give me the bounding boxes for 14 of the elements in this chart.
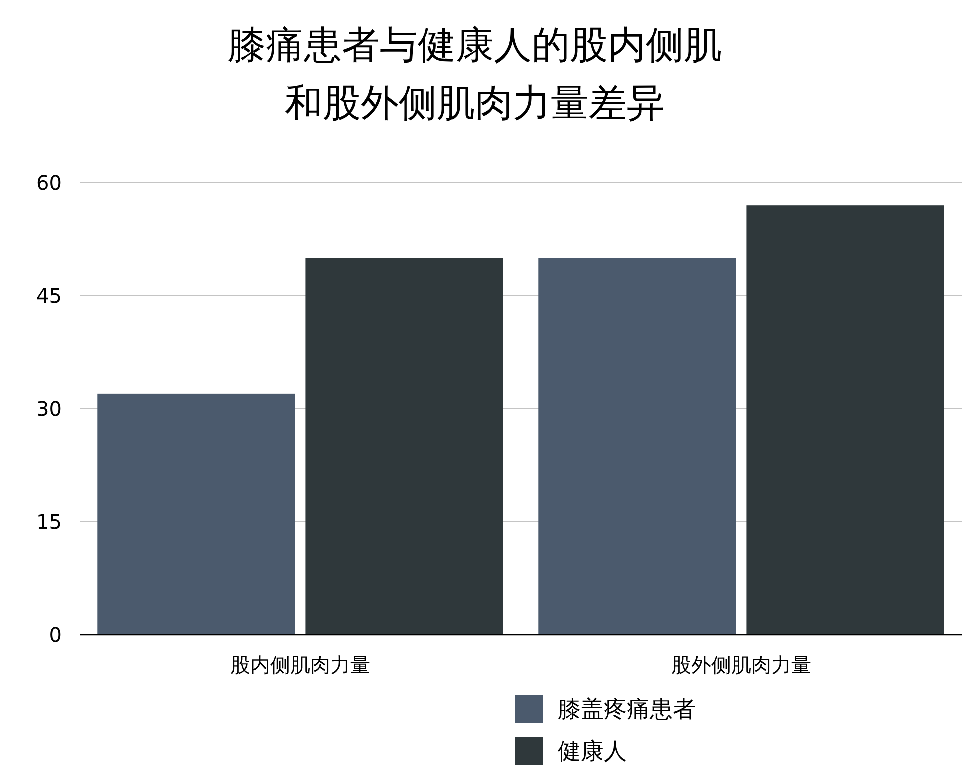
- y-tick-label: 30: [36, 397, 62, 421]
- bar: [538, 258, 736, 635]
- y-tick-label: 45: [36, 284, 62, 308]
- legend-label: 健康人: [558, 739, 627, 766]
- legend-label: 膝盖疼痛患者: [558, 697, 696, 724]
- x-tick-label: 股内侧肌肉力量: [230, 653, 370, 677]
- x-tick-label: 股外侧肌肉力量: [672, 653, 812, 677]
- chart-title: 膝痛患者与健康人的股内侧肌和股外侧肌肉力量差异: [228, 23, 722, 125]
- y-tick-label: 60: [36, 171, 62, 195]
- bar: [98, 394, 296, 635]
- y-tick-label: 0: [49, 623, 62, 647]
- bar: [746, 206, 944, 635]
- y-tick-label: 15: [36, 510, 62, 534]
- bar: [306, 258, 504, 635]
